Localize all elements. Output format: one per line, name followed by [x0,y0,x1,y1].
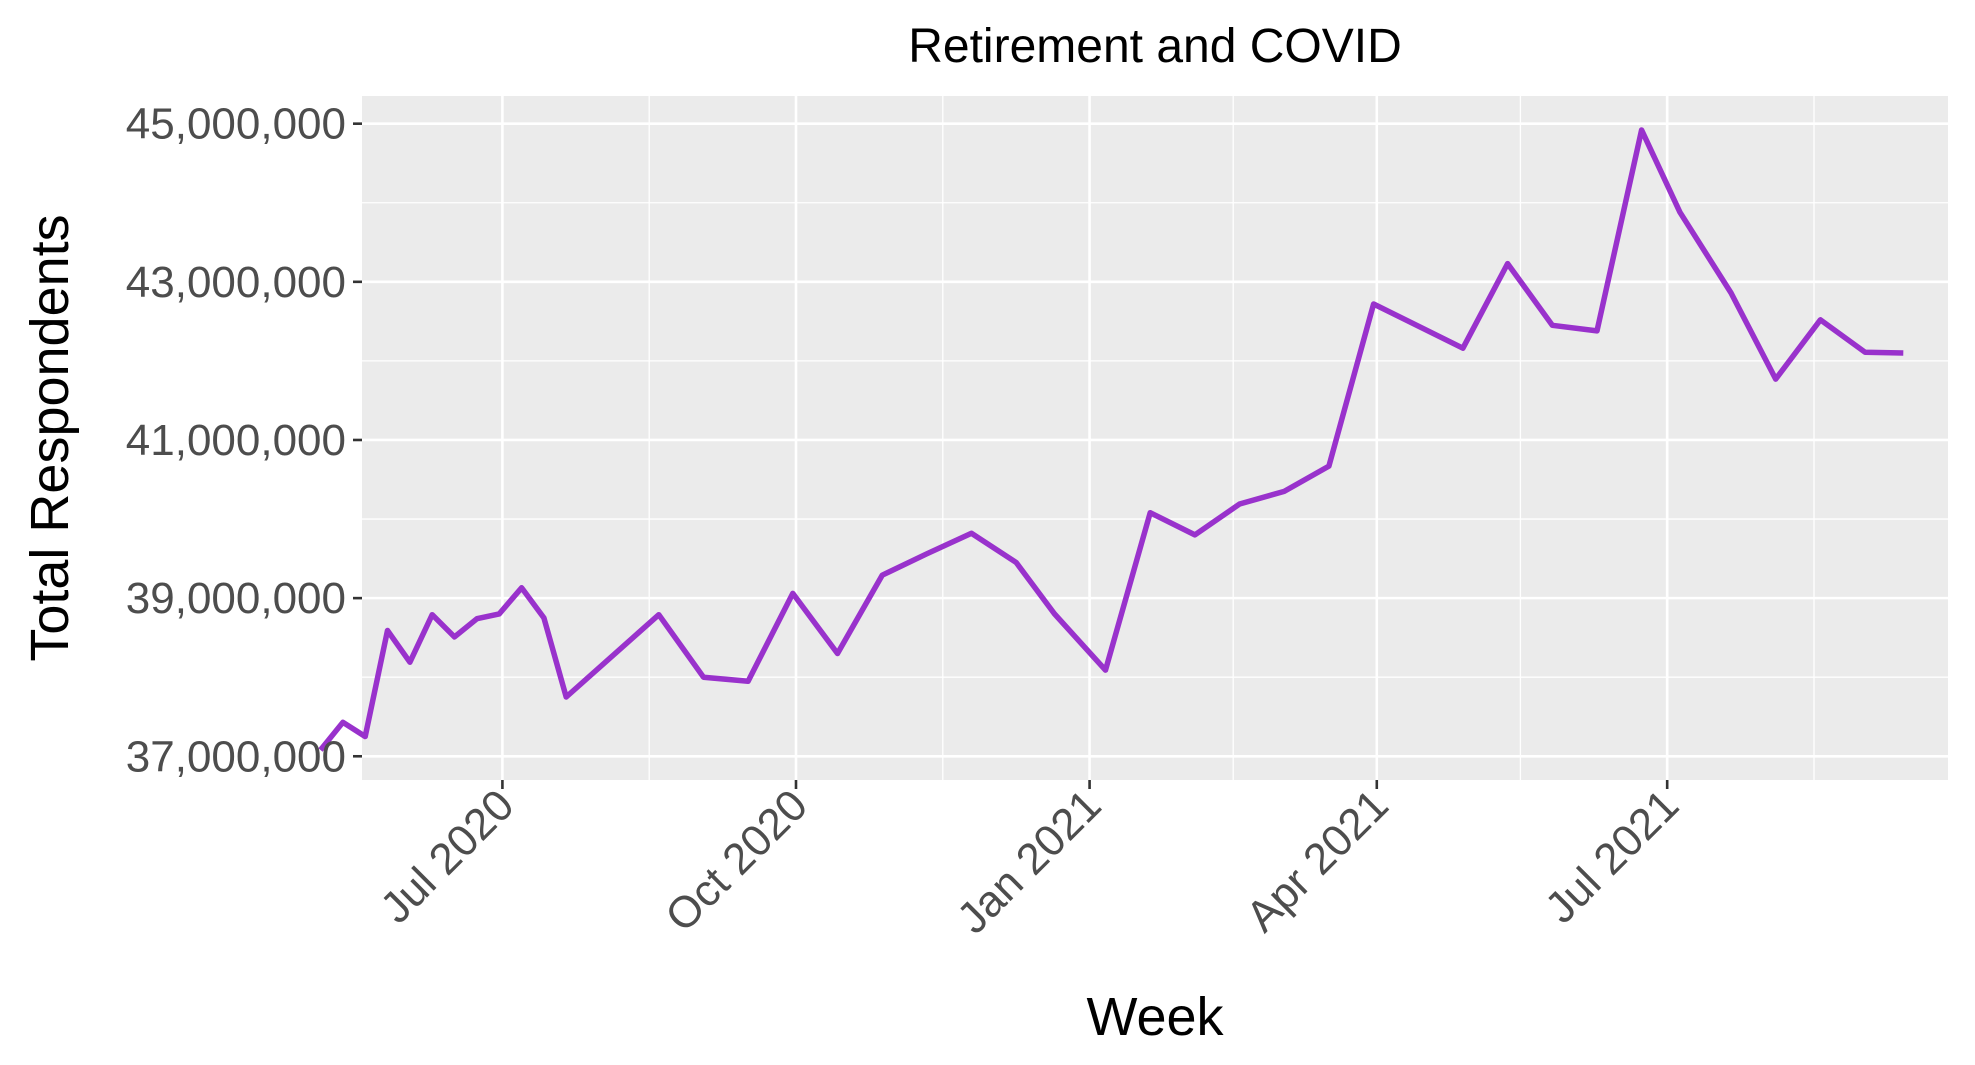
y-axis: 37,000,000 39,000,000 41,000,000 43,000,000… [126,100,362,781]
x-tick-label: Jul 2021 [1536,780,1688,932]
gridlines [354,96,1948,780]
x-tick-label: Jan 2021 [948,780,1111,943]
x-axis: Jul 2020 Oct 2020 Jan 2021 Apr 2021 Jul 2021 [371,780,1688,943]
y-tick-label: 45,000,000 [126,100,346,149]
x-tick-label: Apr 2021 [1237,780,1398,941]
y-axis-title: Total Respondents [20,214,80,661]
series-line [318,127,1904,752]
x-tick-label: Oct 2020 [656,780,817,941]
y-tick-label: 37,000,000 [126,732,346,781]
x-axis-title: Week [1086,987,1224,1047]
y-tick-label: 39,000,000 [126,574,346,623]
series-layer [318,127,1904,752]
plot-panel [362,96,1948,780]
x-tick-label: Jul 2020 [371,780,523,932]
chart-title: Retirement and COVID [908,20,1402,73]
y-tick-label: 41,000,000 [126,416,346,465]
y-tick-label: 43,000,000 [126,258,346,307]
